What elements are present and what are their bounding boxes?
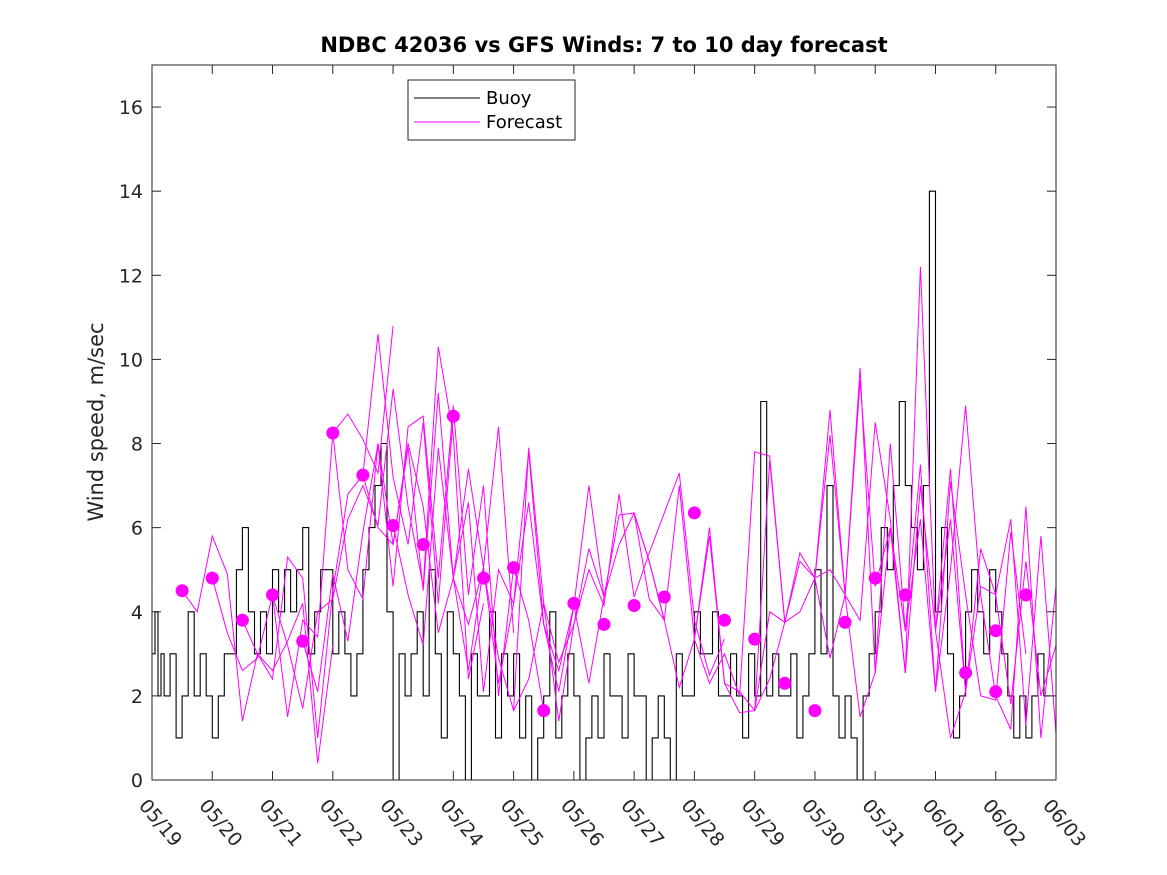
forecast-series-line	[573, 512, 786, 714]
y-tick-label: 6	[131, 518, 143, 540]
forecast-dot	[205, 571, 219, 585]
forecast-dot	[175, 584, 189, 598]
forecast-dot	[477, 571, 490, 585]
forecast-dot	[416, 538, 430, 551]
forecast-dot	[657, 590, 671, 604]
plot-frame	[151, 64, 1057, 781]
forecast-dot	[1019, 588, 1033, 602]
forecast-dots-layer	[175, 409, 1033, 718]
forecast-dot	[868, 571, 882, 585]
forecast-dot	[266, 588, 279, 602]
forecast-dot	[235, 613, 249, 627]
forecast-dot	[567, 596, 581, 610]
forecast-series-line	[693, 380, 906, 697]
forecast-dot	[627, 599, 641, 612]
forecast-series-line	[814, 367, 1027, 701]
forecast-dot	[537, 704, 551, 718]
legend-forecast-label: Forecast	[486, 112, 562, 133]
forecast-dot	[989, 685, 1003, 699]
y-tick-label: 12	[119, 265, 143, 287]
forecast-series-line	[513, 447, 725, 711]
y-axis: 0 2 4 6 8 10 12 14 16	[119, 97, 1056, 792]
forecast-dot	[326, 426, 340, 440]
y-axis-label: Wind speed, m/sec	[84, 322, 108, 521]
forecast-series-line	[241, 334, 454, 738]
forecast-dot	[446, 409, 460, 423]
forecast-series-line	[272, 346, 484, 709]
forecast-series-line	[362, 443, 575, 692]
forecast-dot	[959, 666, 973, 680]
y-tick-label: 2	[131, 686, 143, 708]
chart-title: NDBC 42036 vs GFS Winds: 7 to 10 day for…	[320, 33, 887, 57]
forecast-series-line	[302, 393, 515, 692]
forecast-series-layer	[181, 266, 1057, 764]
forecast-series-line	[332, 405, 545, 711]
forecast-series-line	[392, 447, 605, 722]
forecast-series-line	[844, 405, 1057, 738]
forecast-dot	[989, 624, 1003, 638]
forecast-series-line	[904, 485, 1057, 705]
y-tick-label: 10	[119, 349, 143, 371]
forecast-series-line	[754, 266, 967, 711]
forecast-dot	[296, 634, 310, 648]
forecast-series-line	[211, 325, 394, 717]
y-tick-label: 4	[131, 602, 143, 624]
y-tick-label: 16	[119, 97, 143, 119]
legend-box	[407, 79, 576, 141]
forecast-dot	[687, 506, 701, 520]
y-tick-label: 0	[131, 770, 143, 792]
forecast-dot	[386, 519, 400, 532]
forecast-dot	[356, 468, 370, 482]
y-tick-label: 8	[131, 434, 143, 456]
forecast-dot	[898, 588, 912, 602]
forecast-dot	[778, 676, 792, 690]
forecast-dot	[718, 613, 731, 627]
forecast-dot	[808, 704, 822, 718]
legend-buoy-label: Buoy	[486, 88, 532, 109]
buoy-series-layer	[152, 190, 1050, 781]
legend: Buoy Forecast	[407, 79, 576, 141]
buoy-series-line	[152, 190, 1050, 781]
forecast-series-line	[935, 519, 1057, 739]
forecast-dot	[597, 617, 611, 631]
forecast-series-line	[452, 485, 665, 684]
forecast-dot	[748, 632, 762, 646]
forecast-dot	[507, 561, 521, 575]
forecast-dot	[838, 615, 852, 629]
y-tick-label: 14	[119, 181, 143, 203]
